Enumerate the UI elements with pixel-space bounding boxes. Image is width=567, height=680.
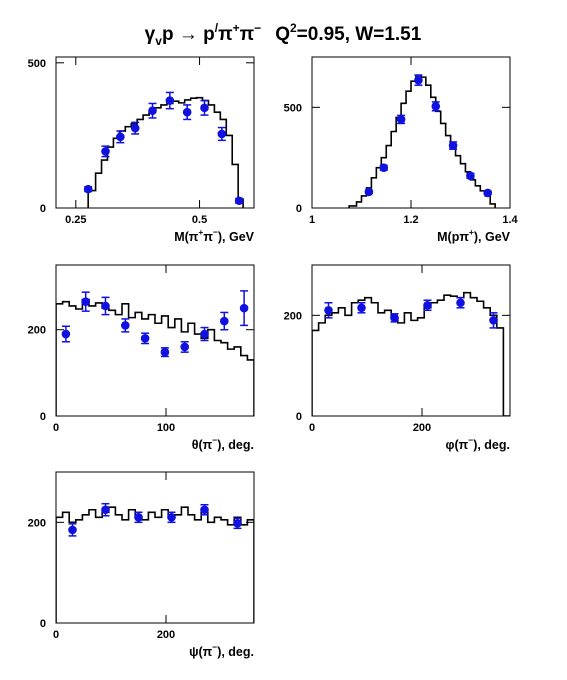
y-tick-label: 200 xyxy=(28,517,46,529)
data-point xyxy=(140,334,150,343)
y-tick-label: 0 xyxy=(40,203,46,215)
data-point xyxy=(182,107,192,117)
data-point xyxy=(379,163,389,173)
data-point xyxy=(121,321,130,330)
data-point xyxy=(431,102,441,111)
x-axis-label: ψ(π−), deg. xyxy=(189,642,254,659)
data-point xyxy=(101,301,110,311)
data-point xyxy=(130,123,140,133)
x-tick-label: 0 xyxy=(53,629,59,641)
data-point xyxy=(414,75,423,85)
data-point xyxy=(200,329,209,339)
y-tick-label: 200 xyxy=(284,310,302,322)
data-point xyxy=(200,103,209,113)
data-point xyxy=(165,96,175,105)
title-plus-sign: + xyxy=(233,21,240,35)
data-point xyxy=(81,297,90,306)
panel-m_ppip: 1 1.2 1.4 0 500 M(pπ+), GeV xyxy=(284,56,519,244)
x-tick-label: 200 xyxy=(413,422,431,434)
panel-phi: 0 200 0 200 φ(π−), deg. xyxy=(284,264,511,452)
data-point xyxy=(390,313,399,323)
x-tick-label: 1 xyxy=(309,214,315,226)
data-point xyxy=(364,187,374,197)
data-point xyxy=(148,106,157,116)
x-axis-label: M(pπ+), GeV xyxy=(437,227,511,244)
x-tick-label: 0 xyxy=(53,422,59,434)
data-point xyxy=(239,303,249,313)
title-gamma: γ xyxy=(145,24,156,45)
data-point xyxy=(160,347,170,357)
data-point xyxy=(483,188,493,198)
x-tick-label: 1.2 xyxy=(403,214,418,226)
title-arrow: → xyxy=(174,24,204,45)
y-tick-label: 500 xyxy=(284,102,302,114)
title-q2-superscript: 2 xyxy=(290,21,297,35)
simulation-histogram xyxy=(312,291,510,416)
y-tick-label: 0 xyxy=(296,411,302,423)
x-tick-label: 0.25 xyxy=(65,214,86,226)
data-point xyxy=(456,298,465,308)
simulation-histogram xyxy=(348,74,496,208)
x-tick-label: 0.5 xyxy=(192,214,207,226)
data-point xyxy=(448,141,458,150)
panels: 0.25 0.5 0 500 M(π+π−), GeV 1 1.2 1.4 0 500 M(pπ+)… xyxy=(28,56,519,659)
x-tick-label: 1.4 xyxy=(502,214,518,226)
data-point xyxy=(116,132,125,142)
data-point xyxy=(233,519,242,528)
data-point xyxy=(134,513,143,522)
y-tick-label: 200 xyxy=(28,325,46,337)
data-point xyxy=(489,316,498,325)
x-axis-label: θ(π−), deg. xyxy=(192,435,254,452)
x-axis-label: M(π+π−), GeV xyxy=(174,227,254,244)
data-point xyxy=(101,147,110,156)
plot-frame xyxy=(311,264,511,417)
plot-frame xyxy=(55,56,255,209)
data-point xyxy=(83,184,93,194)
x-tick-label: 200 xyxy=(157,629,175,641)
y-tick-label: 0 xyxy=(40,411,46,423)
panel-theta: 0 100 0 200 θ(π−), deg. xyxy=(28,264,255,452)
y-tick-label: 0 xyxy=(296,203,302,215)
title-kinematics: =0.95, W=1.51 xyxy=(297,24,422,45)
simulation-histogram xyxy=(87,96,244,208)
data-point xyxy=(396,115,406,124)
title-pi-minus: π xyxy=(240,24,255,45)
x-tick-label: 100 xyxy=(157,422,175,434)
data-point xyxy=(217,129,227,139)
data-point xyxy=(357,303,366,313)
title-q2: Q xyxy=(275,24,290,45)
data-point xyxy=(61,329,71,339)
data-point xyxy=(200,505,209,515)
title-pi-plus: π xyxy=(218,24,233,45)
plot-frame xyxy=(55,264,255,417)
plot-frame xyxy=(55,471,255,624)
data-point xyxy=(324,306,333,315)
data-point xyxy=(101,505,110,515)
data-point xyxy=(220,316,229,326)
data-point xyxy=(180,342,189,352)
figure-title: γvp → p/π+π− Q2=0.95, W=1.51 xyxy=(145,21,422,48)
title-gamma-subscript: v xyxy=(155,34,162,48)
panel-m_pipi: 0.25 0.5 0 500 M(π+π−), GeV xyxy=(28,56,255,244)
title-minus-sign: − xyxy=(254,21,261,35)
title-prime: / xyxy=(215,21,219,35)
title-proton: p xyxy=(162,24,174,45)
x-tick-label: 0 xyxy=(309,422,315,434)
simulation-histogram xyxy=(56,506,254,623)
data-point xyxy=(167,513,176,522)
title-proton-final: p xyxy=(203,24,215,45)
panel-psi: 0 200 0 200 ψ(π−), deg. xyxy=(28,471,255,659)
data-point xyxy=(423,300,432,310)
y-tick-label: 500 xyxy=(28,58,46,70)
y-tick-label: 0 xyxy=(40,618,46,630)
data-point xyxy=(466,171,475,181)
data-point xyxy=(234,196,244,206)
x-axis-label: φ(π−), deg. xyxy=(446,435,510,452)
data-point xyxy=(68,525,77,535)
